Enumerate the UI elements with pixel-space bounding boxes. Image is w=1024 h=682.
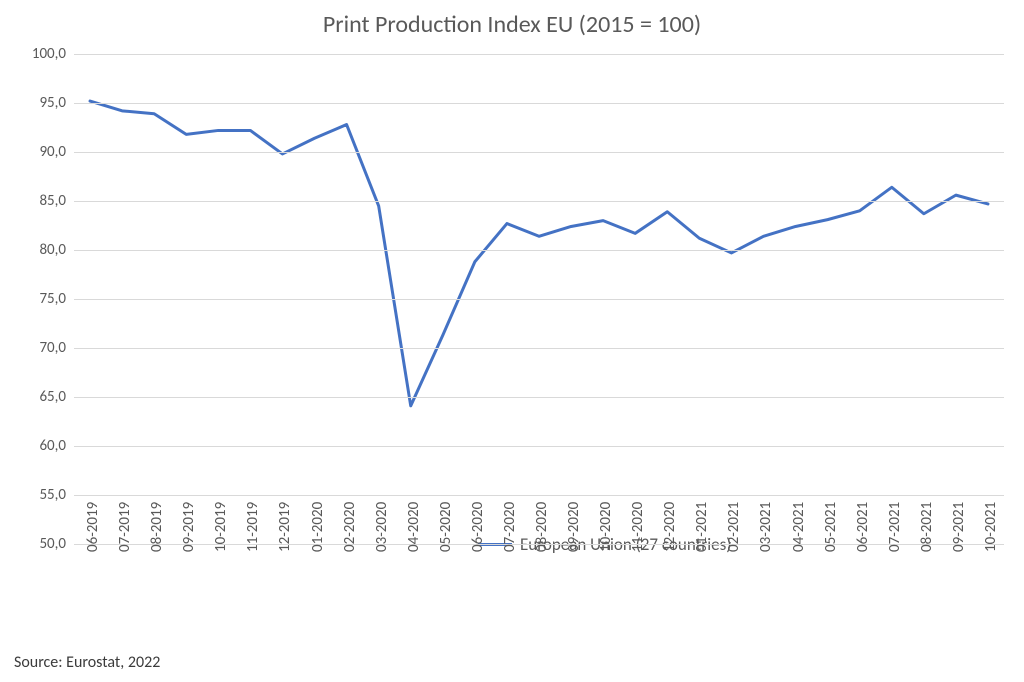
y-tick-label: 75,0	[39, 290, 74, 308]
x-tick-label: 05-2021	[822, 502, 840, 552]
gridline	[74, 250, 1004, 251]
y-tick-label: 50,0	[39, 535, 74, 553]
x-tick-label: 05-2020	[437, 502, 455, 552]
x-tick-label: 06-2021	[854, 502, 872, 552]
plot-area: European Union (27 countries) 50,055,060…	[74, 54, 1004, 544]
x-tick-label: 04-2021	[790, 502, 808, 552]
x-tick-label: 07-2019	[116, 502, 134, 552]
source-note: Source: Eurostat, 2022	[14, 653, 160, 672]
x-tick-label: 02-2020	[341, 502, 359, 552]
gridline	[74, 299, 1004, 300]
x-tick-label: 07-2020	[501, 502, 519, 552]
x-tick-label: 06-2020	[469, 502, 487, 552]
gridline	[74, 54, 1004, 55]
x-tick-label: 01-2021	[693, 502, 711, 552]
y-tick-label: 60,0	[39, 437, 74, 455]
x-tick-label: 02-2021	[725, 502, 743, 552]
x-tick-label: 07-2021	[886, 502, 904, 552]
chart-container: Print Production Index EU (2015 = 100) E…	[0, 0, 1024, 682]
x-tick-label: 09-2020	[565, 502, 583, 552]
x-tick-label: 10-2021	[982, 502, 1000, 552]
x-tick-label: 03-2021	[757, 502, 775, 552]
x-tick-label: 08-2019	[148, 502, 166, 552]
y-tick-label: 95,0	[39, 94, 74, 112]
gridline	[74, 348, 1004, 349]
y-tick-label: 55,0	[39, 486, 74, 504]
x-tick-label: 06-2019	[84, 502, 102, 552]
gridline	[74, 495, 1004, 496]
y-tick-label: 90,0	[39, 143, 74, 161]
y-tick-label: 85,0	[39, 192, 74, 210]
x-tick-label: 10-2020	[597, 502, 615, 552]
x-tick-label: 01-2020	[309, 502, 327, 552]
gridline	[74, 446, 1004, 447]
y-tick-label: 65,0	[39, 388, 74, 406]
x-tick-label: 11-2019	[244, 502, 262, 552]
x-tick-label: 11-2020	[629, 502, 647, 552]
x-tick-label: 10-2019	[212, 502, 230, 552]
x-tick-label: 08-2021	[918, 502, 936, 552]
gridline	[74, 152, 1004, 153]
y-tick-label: 80,0	[39, 241, 74, 259]
x-tick-label: 03-2020	[373, 502, 391, 552]
x-tick-label: 08-2020	[533, 502, 551, 552]
x-tick-label: 12-2020	[661, 502, 679, 552]
x-tick-label: 09-2019	[180, 502, 198, 552]
y-tick-label: 100,0	[32, 45, 74, 63]
gridline	[74, 201, 1004, 202]
series-line	[90, 101, 988, 406]
gridline	[74, 397, 1004, 398]
x-tick-label: 09-2021	[950, 502, 968, 552]
gridline	[74, 103, 1004, 104]
chart-title: Print Production Index EU (2015 = 100)	[0, 10, 1024, 39]
y-tick-label: 70,0	[39, 339, 74, 357]
x-tick-label: 12-2019	[276, 502, 294, 552]
x-tick-label: 04-2020	[405, 502, 423, 552]
